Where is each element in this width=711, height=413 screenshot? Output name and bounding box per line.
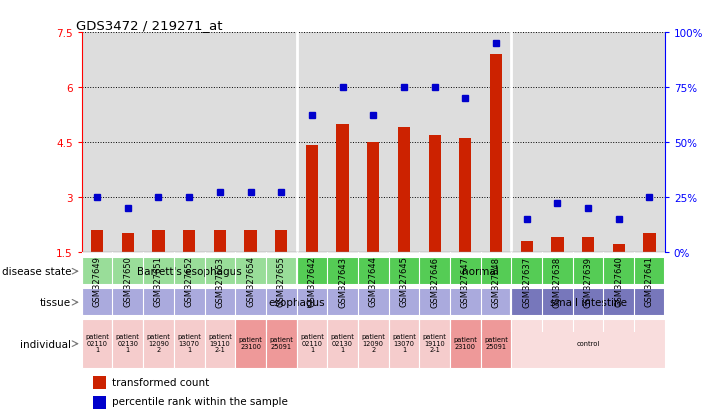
Text: GSM327650: GSM327650 — [123, 256, 132, 307]
Bar — [367, 142, 380, 252]
Text: Barrett's esophagus: Barrett's esophagus — [137, 266, 242, 276]
Text: GSM327649: GSM327649 — [92, 256, 102, 307]
Bar — [419, 319, 450, 369]
Text: GSM327647: GSM327647 — [461, 256, 470, 307]
Text: GSM327652: GSM327652 — [185, 256, 193, 307]
Bar — [582, 237, 594, 252]
Text: GSM327639: GSM327639 — [584, 256, 592, 307]
Bar — [336, 124, 348, 252]
Text: GSM327642: GSM327642 — [307, 256, 316, 307]
Text: disease state: disease state — [1, 266, 71, 277]
Bar — [82, 319, 112, 369]
Text: percentile rank within the sample: percentile rank within the sample — [112, 396, 288, 406]
Text: GSM327646: GSM327646 — [430, 256, 439, 307]
Title: GDS3472 / 219271_at: GDS3472 / 219271_at — [76, 19, 223, 32]
Text: GSM327655: GSM327655 — [277, 256, 286, 307]
Bar — [358, 319, 389, 369]
Bar — [459, 139, 471, 252]
Bar — [152, 230, 165, 252]
Text: control: control — [577, 340, 599, 346]
Bar — [511, 319, 665, 369]
Bar — [327, 319, 358, 369]
Text: GSM327654: GSM327654 — [246, 256, 255, 307]
Bar — [91, 230, 103, 252]
Text: patient
13070
1: patient 13070 1 — [392, 333, 416, 352]
Text: GSM327648: GSM327648 — [491, 256, 501, 307]
Bar — [511, 289, 665, 316]
Text: transformed count: transformed count — [112, 377, 209, 387]
Text: normal: normal — [462, 266, 499, 276]
Text: GSM327653: GSM327653 — [215, 256, 225, 307]
Bar — [143, 319, 173, 369]
Text: small intestine: small intestine — [550, 297, 626, 307]
Text: patient
13070
1: patient 13070 1 — [177, 333, 201, 352]
Text: individual: individual — [20, 339, 71, 349]
Bar — [481, 319, 511, 369]
Text: patient
25091: patient 25091 — [484, 337, 508, 349]
Bar — [450, 319, 481, 369]
Text: patient
25091: patient 25091 — [269, 337, 293, 349]
Bar — [296, 258, 665, 285]
Text: patient
19110
2-1: patient 19110 2-1 — [423, 333, 447, 352]
Text: GSM327637: GSM327637 — [522, 256, 531, 307]
Text: GSM327651: GSM327651 — [154, 256, 163, 307]
Bar — [82, 258, 296, 285]
Bar — [429, 135, 441, 252]
Bar — [214, 230, 226, 252]
Text: GSM327643: GSM327643 — [338, 256, 347, 307]
Bar — [643, 234, 656, 252]
Text: patient
23100: patient 23100 — [239, 337, 262, 349]
Bar — [93, 376, 106, 389]
Bar — [520, 241, 533, 252]
Text: patient
12090
2: patient 12090 2 — [361, 333, 385, 352]
Bar — [389, 319, 419, 369]
Text: patient
12090
2: patient 12090 2 — [146, 333, 171, 352]
Bar — [245, 230, 257, 252]
Text: esophagus: esophagus — [268, 297, 325, 307]
Text: patient
02130
1: patient 02130 1 — [116, 333, 140, 352]
Bar — [296, 319, 327, 369]
Text: patient
19110
2-1: patient 19110 2-1 — [208, 333, 232, 352]
Bar — [183, 230, 196, 252]
Text: patient
02110
1: patient 02110 1 — [85, 333, 109, 352]
Bar — [306, 146, 318, 252]
Text: patient
23100: patient 23100 — [454, 337, 477, 349]
Bar — [82, 289, 511, 316]
Bar — [613, 244, 625, 252]
Text: GSM327644: GSM327644 — [369, 256, 378, 307]
Bar — [275, 230, 287, 252]
Bar — [205, 319, 235, 369]
Bar — [398, 128, 410, 252]
Text: patient
02110
1: patient 02110 1 — [300, 333, 324, 352]
Text: patient
02130
1: patient 02130 1 — [331, 333, 355, 352]
Bar — [173, 319, 205, 369]
Bar — [122, 234, 134, 252]
Bar — [112, 319, 143, 369]
Bar — [235, 319, 266, 369]
Text: tissue: tissue — [40, 297, 71, 308]
Bar — [490, 55, 502, 252]
Bar — [266, 319, 296, 369]
Bar — [551, 237, 564, 252]
Bar — [93, 396, 106, 409]
Text: GSM327645: GSM327645 — [400, 256, 408, 307]
Text: GSM327640: GSM327640 — [614, 256, 624, 307]
Text: GSM327641: GSM327641 — [645, 256, 654, 307]
Text: GSM327638: GSM327638 — [553, 256, 562, 307]
